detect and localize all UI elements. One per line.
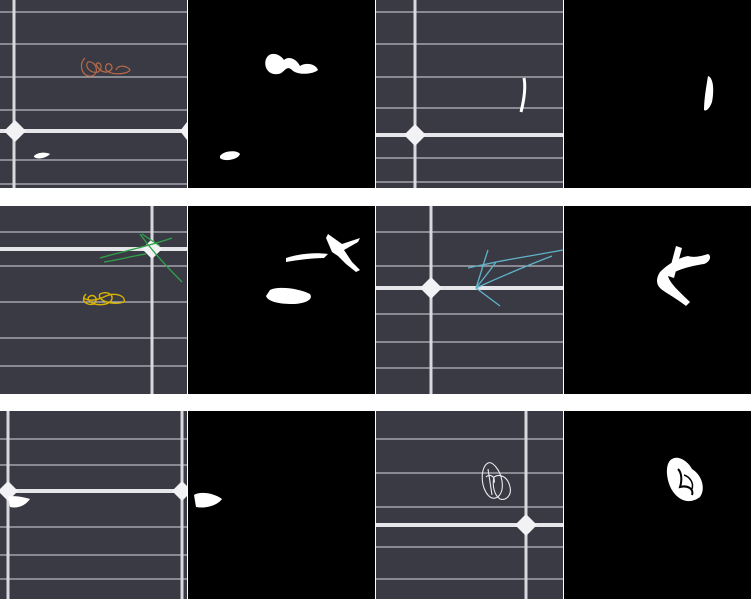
defect-mask-image (564, 411, 751, 599)
defect-mask-image (188, 206, 375, 394)
mask-3 (188, 206, 375, 394)
panel-photo-4 (376, 206, 563, 394)
mask-5 (188, 411, 375, 599)
image-row-3 (0, 411, 754, 599)
panel-photo-1 (0, 0, 187, 188)
solar-panel-image (376, 411, 563, 599)
solar-panel-image (0, 206, 187, 394)
panel-photo-3 (0, 206, 187, 394)
image-row-1 (0, 0, 754, 188)
solar-panel-image (376, 0, 563, 188)
defect-mask-image (564, 206, 751, 394)
defect-mask-image (564, 0, 751, 188)
panel-photo-5 (0, 411, 187, 599)
solar-panel-image (0, 0, 187, 188)
defect-mask-image (188, 411, 375, 599)
mask-6 (564, 411, 751, 599)
panel-photo-2 (376, 0, 563, 188)
mask-4 (564, 206, 751, 394)
solar-panel-image (376, 206, 563, 394)
defect-mask-image (188, 0, 375, 188)
panel-photo-6 (376, 411, 563, 599)
solar-panel-image (0, 411, 187, 599)
mask-1 (188, 0, 375, 188)
image-row-2 (0, 206, 754, 394)
mask-2 (564, 0, 751, 188)
